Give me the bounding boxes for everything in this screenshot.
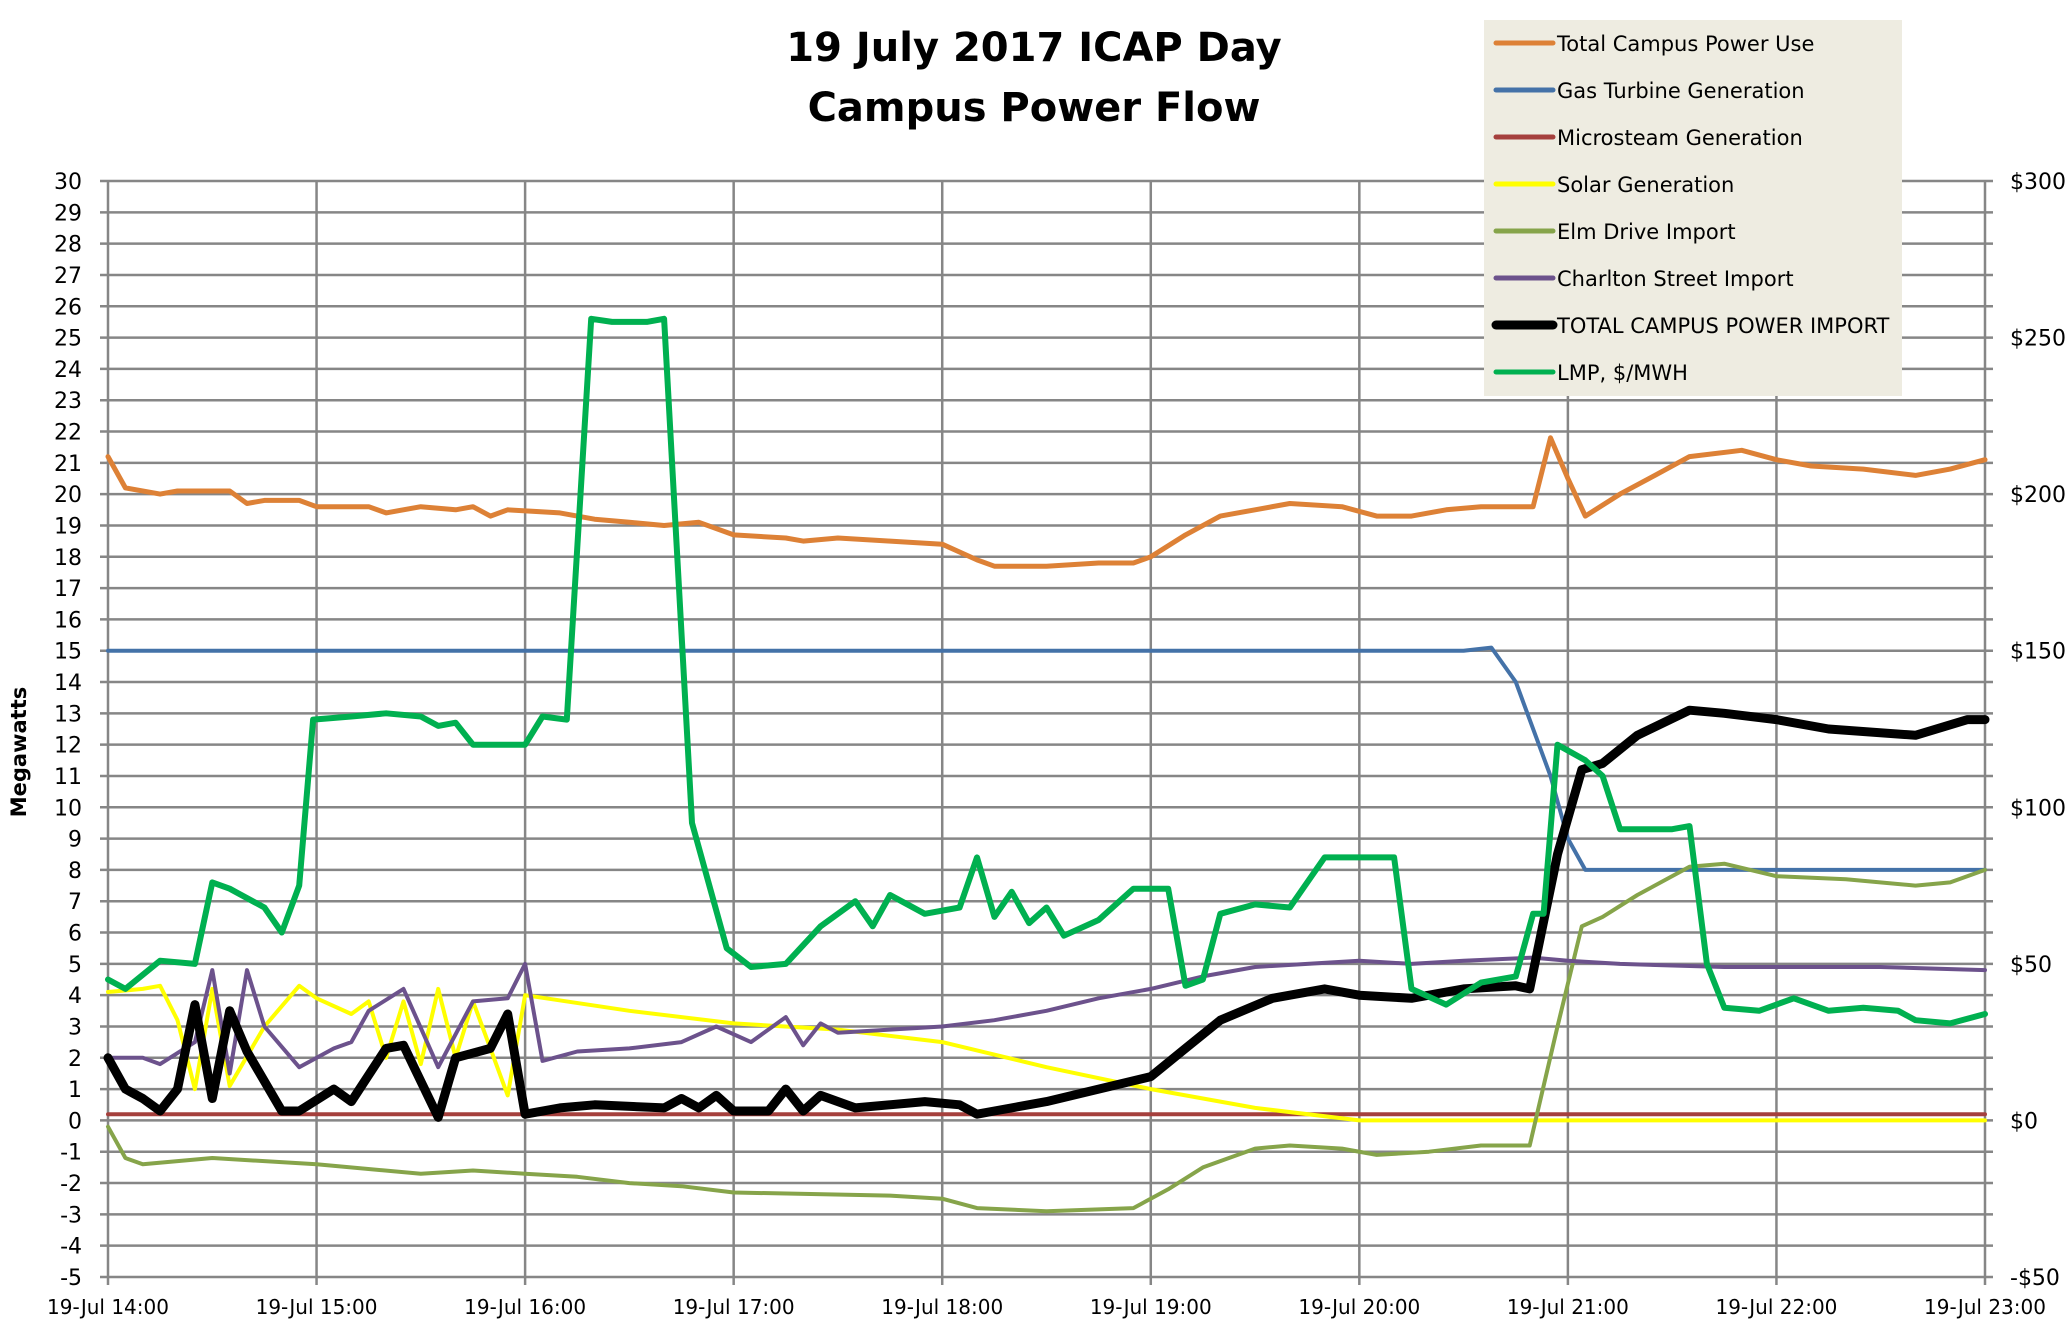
- x-tick-label: 19-Jul 22:00: [1715, 1295, 1837, 1319]
- x-tick-label: 19-Jul 17:00: [673, 1295, 795, 1319]
- legend-label: LMP, $/MWH: [1557, 361, 1688, 385]
- y-tick-label: 23: [54, 389, 82, 414]
- right-axis-ticks: $300 $250 $200 $150 $100 $50 $0 -$50: [2010, 170, 2066, 1291]
- y-tick-label: 22: [54, 421, 82, 446]
- y2-tick-label: $0: [2010, 1109, 2038, 1134]
- y2-tick-label: $100: [2010, 796, 2066, 821]
- legend-label: Microsteam Generation: [1557, 126, 1803, 150]
- x-axis-ticks: 19-Jul 14:00 19-Jul 15:00 19-Jul 16:00 19-J…: [47, 1295, 2046, 1319]
- x-tick-label: 19-Jul 21:00: [1507, 1295, 1629, 1319]
- y-tick-label: 12: [54, 734, 82, 759]
- y-tick-label: 1: [68, 1078, 82, 1103]
- y-tick-label: 20: [54, 483, 82, 508]
- series-line-solar-generation: [106, 983, 1987, 1123]
- chart-title-line-2: Campus Power Flow: [808, 85, 1261, 131]
- y2-tick-label: $200: [2010, 483, 2066, 508]
- y2-tick-label: $300: [2010, 170, 2066, 195]
- y-tick-label: 21: [54, 452, 82, 477]
- x-tick-label: 19-Jul 20:00: [1298, 1295, 1420, 1319]
- y-tick-label: 27: [54, 264, 82, 289]
- y-tick-label: -3: [60, 1203, 82, 1228]
- legend-label: Gas Turbine Generation: [1557, 79, 1805, 103]
- x-tick-label: 19-Jul 23:00: [1924, 1295, 2046, 1319]
- series-line-elm-drive-import: [106, 861, 1987, 1214]
- y-tick-label: 28: [54, 233, 82, 258]
- y-tick-label: 8: [68, 859, 82, 884]
- y-tick-label: 0: [68, 1109, 82, 1134]
- y-tick-label: 17: [54, 577, 82, 602]
- y-tick-label: 14: [54, 671, 82, 696]
- y-axis-label: Megawatts: [7, 687, 31, 818]
- y-tick-label: -2: [60, 1172, 82, 1197]
- y-tick-label: 29: [54, 201, 82, 226]
- y-tick-label: 24: [54, 358, 82, 383]
- y2-tick-label: $50: [2010, 953, 2052, 978]
- legend-label: Charlton Street Import: [1557, 267, 1794, 291]
- y2-tick-label: $250: [2010, 327, 2066, 352]
- left-axis-ticks: 3029282726252423222120191817161514131211…: [54, 170, 82, 1291]
- series-line-total-campus-power-use: [105, 435, 1988, 569]
- y-tick-label: 11: [54, 765, 82, 790]
- legend-label: Elm Drive Import: [1557, 220, 1736, 244]
- x-tick-label: 19-Jul 18:00: [881, 1295, 1003, 1319]
- y-tick-label: 9: [68, 828, 82, 853]
- legend-label: Total Campus Power Use: [1556, 32, 1814, 56]
- y-tick-label: 25: [54, 327, 82, 352]
- chart-title-line-1: 19 July 2017 ICAP Day: [786, 25, 1281, 71]
- x-tick-label: 19-Jul 14:00: [47, 1295, 169, 1319]
- x-tick-label: 19-Jul 15:00: [256, 1295, 378, 1319]
- y-tick-label: 19: [54, 514, 82, 539]
- legend: Total Campus Power Use Gas Turbine Genera…: [1484, 20, 1902, 396]
- y-tick-label: 13: [54, 702, 82, 727]
- series-line-gas-turbine-generation: [106, 645, 1987, 872]
- series-line-total-campus-power-import: [103, 705, 1990, 1122]
- series-lines: [103, 315, 1990, 1214]
- y-tick-label: -5: [60, 1266, 82, 1291]
- y-tick-label: 4: [68, 984, 82, 1009]
- y-tick-label: 6: [68, 922, 82, 947]
- series-line-charlton-street-import: [106, 955, 1987, 1076]
- y-tick-label: 3: [68, 1015, 82, 1040]
- y2-tick-label: $150: [2010, 640, 2066, 665]
- legend-label: TOTAL CAMPUS POWER IMPORT: [1556, 314, 1890, 338]
- y-tick-label: 15: [54, 640, 82, 665]
- legend-background: [1484, 20, 1902, 396]
- y-tick-label: 18: [54, 546, 82, 571]
- x-tick-label: 19-Jul 19:00: [1090, 1295, 1212, 1319]
- series-line-lmp-mwh: [105, 315, 1988, 1027]
- x-tick-label: 19-Jul 16:00: [464, 1295, 586, 1319]
- y-tick-label: -1: [60, 1141, 82, 1166]
- y-tick-label: 30: [54, 170, 82, 195]
- y-tick-label: 26: [54, 295, 82, 320]
- y-tick-label: 2: [68, 1047, 82, 1072]
- legend-label: Solar Generation: [1557, 173, 1734, 197]
- y-tick-label: 5: [68, 953, 82, 978]
- y-tick-label: 10: [54, 796, 82, 821]
- y-tick-label: 16: [54, 608, 82, 633]
- y-tick-label: 7: [68, 890, 82, 915]
- y2-tick-label: -$50: [2010, 1266, 2060, 1291]
- y-tick-label: -4: [60, 1235, 82, 1260]
